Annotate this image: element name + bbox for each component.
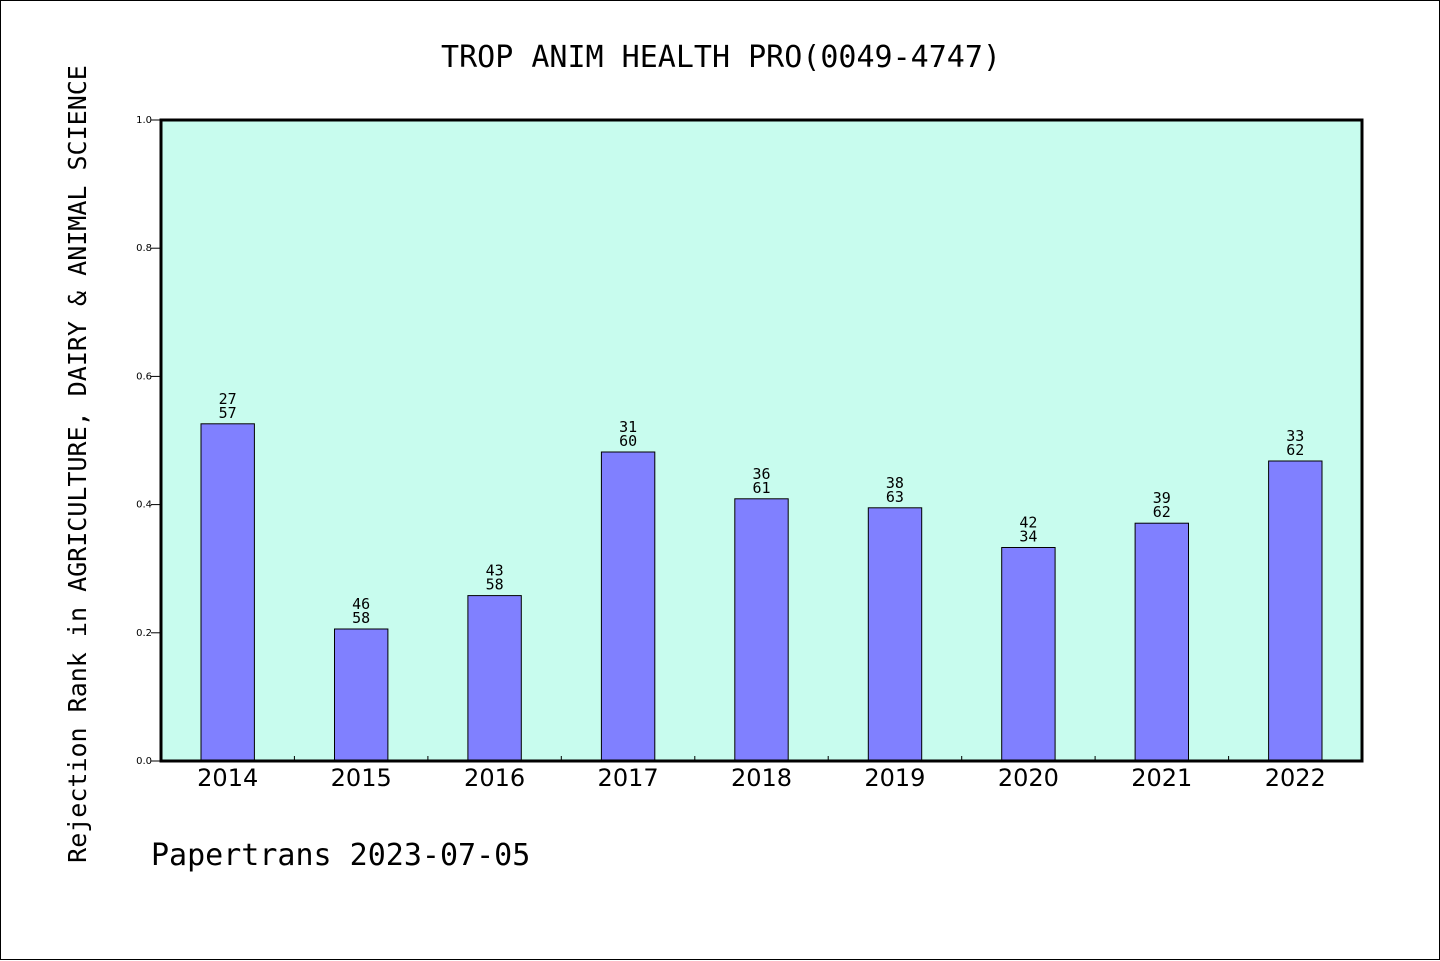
bar-2019: [867, 507, 923, 762]
x-tick-label-2019: 2019: [864, 764, 925, 792]
footer-credit: Papertrans 2023-07-05: [151, 838, 530, 873]
y-axis-label: Rejection Rank in AGRICULTURE, DAIRY & A…: [63, 65, 92, 863]
bar-label-top-2019: 38: [886, 474, 904, 492]
y-tick-label: 0.2: [136, 628, 152, 639]
bar-label-top-2021: 39: [1153, 489, 1171, 507]
y-tick-label: 0.6: [136, 371, 152, 382]
x-tick-label-2021: 2021: [1131, 764, 1192, 792]
axis-layer: 2014 2015 2016 2017 2018 2019 2020 2021 2022 0.0 0…: [136, 115, 1326, 792]
bar-2021: [1134, 522, 1189, 762]
x-tick-label-2020: 2020: [998, 764, 1059, 792]
x-tick-label-2018: 2018: [731, 764, 792, 792]
bar-label-bottom-2021: 62: [1153, 503, 1171, 521]
bar-label-bottom-2022: 62: [1286, 441, 1304, 459]
bar-label-bottom-2019: 63: [886, 488, 904, 506]
x-tick-label-2022: 2022: [1265, 764, 1326, 792]
bar-label-bottom-2015: 58: [352, 609, 370, 627]
bar-label-top-2015: 46: [352, 595, 370, 613]
y-tick-label: 0.4: [136, 500, 152, 511]
bar-label-top-2018: 36: [752, 465, 770, 483]
chart-title: TROP ANIM HEALTH PRO(0049-4747): [441, 40, 1001, 75]
y-tick-label: 0.8: [136, 243, 152, 254]
bar-label-bottom-2014: 57: [219, 404, 237, 422]
bar-label-top-2020: 42: [1019, 514, 1037, 532]
bar-2016: [467, 595, 522, 762]
bar-2017: [600, 451, 656, 762]
bar-label-top-2016: 43: [486, 562, 504, 580]
bar-label-bottom-2018: 61: [752, 479, 770, 497]
x-tick-label-2017: 2017: [598, 764, 659, 792]
bar-label-bottom-2020: 34: [1019, 528, 1037, 546]
x-tick-label-2015: 2015: [331, 764, 392, 792]
bar-label-top-2022: 33: [1286, 427, 1304, 445]
bar-label-top-2014: 27: [219, 390, 237, 408]
x-tick-label-2014: 2014: [197, 764, 258, 792]
bar-label-bottom-2016: 58: [486, 576, 504, 594]
x-tick-label-2016: 2016: [464, 764, 525, 792]
plot-border: [159, 118, 1364, 763]
y-tick-label: 0.0: [136, 756, 152, 767]
bar-2020: [1001, 547, 1056, 762]
bar-label-bottom-2017: 60: [619, 432, 637, 450]
bar-2022: [1268, 460, 1323, 762]
bar-label-top-2017: 31: [619, 418, 637, 436]
bar-2014: [200, 423, 255, 762]
bar-2015: [334, 628, 389, 762]
bar-2018: [734, 498, 789, 762]
y-tick-label: 1.0: [136, 115, 152, 126]
